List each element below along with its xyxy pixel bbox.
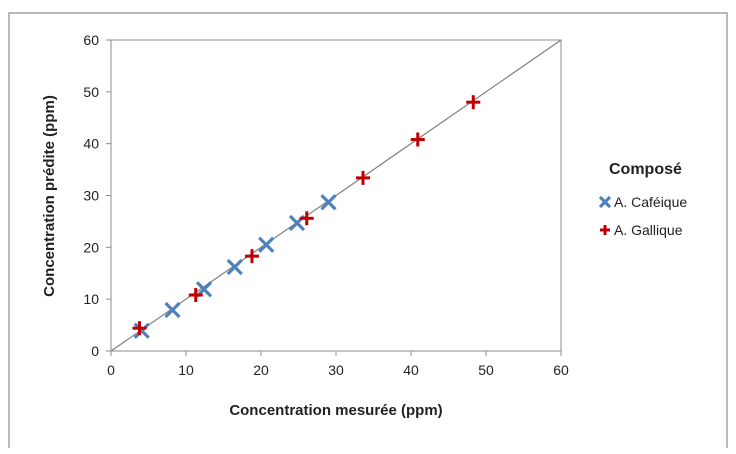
x-axis-title: Concentration mesurée (ppm) [229, 402, 442, 419]
reference-line-layer [110, 39, 562, 352]
legend: Composé A. Caféique A. Gallique [598, 161, 687, 238]
data-point-gallic [245, 249, 259, 264]
data-point-caffeic [133, 322, 150, 339]
y-axis-title: Concentration prédite (ppm) [41, 95, 58, 297]
legend-label-gallic: A. Gallique [614, 222, 683, 238]
x-tick-label: 60 [553, 362, 569, 378]
legend-markers [598, 195, 612, 235]
y-tick-label: 10 [83, 291, 99, 307]
data-point-gallic [410, 132, 425, 147]
y-tick-label: 40 [83, 136, 99, 152]
legend-title: Composé [609, 161, 682, 178]
series-1 [133, 194, 337, 339]
marker-layer [132, 95, 481, 339]
data-point-gallic [466, 95, 481, 110]
data-point-caffeic [164, 301, 181, 319]
x-tick-label: 20 [253, 362, 269, 378]
x-tick-label: 10 [178, 362, 194, 378]
data-point-gallic [188, 288, 203, 303]
data-point-gallic [132, 321, 147, 336]
x-tick-label: 40 [403, 362, 419, 378]
x-tick-label: 30 [328, 362, 344, 378]
x-tick-label: 50 [478, 362, 494, 378]
y-tick-label: 0 [91, 343, 99, 359]
data-point-caffeic [226, 258, 243, 276]
data-point-gallic [299, 211, 314, 226]
x-tick-label: 0 [107, 362, 115, 378]
chart-area-border [8, 12, 728, 448]
y-tick-label: 50 [83, 84, 99, 100]
series-2 [132, 95, 481, 336]
tick-label-layer: 0 10 20 30 40 50 60 0 10 20 30 40 50 60 [83, 32, 569, 378]
data-point-gallic [356, 170, 370, 185]
legend-label-caffeic: A. Caféique [614, 194, 687, 210]
axis-layer [106, 39, 562, 356]
identity-reference-line [110, 39, 562, 352]
data-point-caffeic [320, 194, 337, 211]
legend-marker-x-icon [598, 195, 612, 209]
legend-marker-plus-icon [600, 225, 610, 235]
data-point-caffeic [258, 236, 275, 253]
y-tick-label: 60 [83, 32, 99, 48]
y-tick-label: 30 [83, 188, 99, 204]
y-tick-label: 20 [83, 239, 99, 255]
